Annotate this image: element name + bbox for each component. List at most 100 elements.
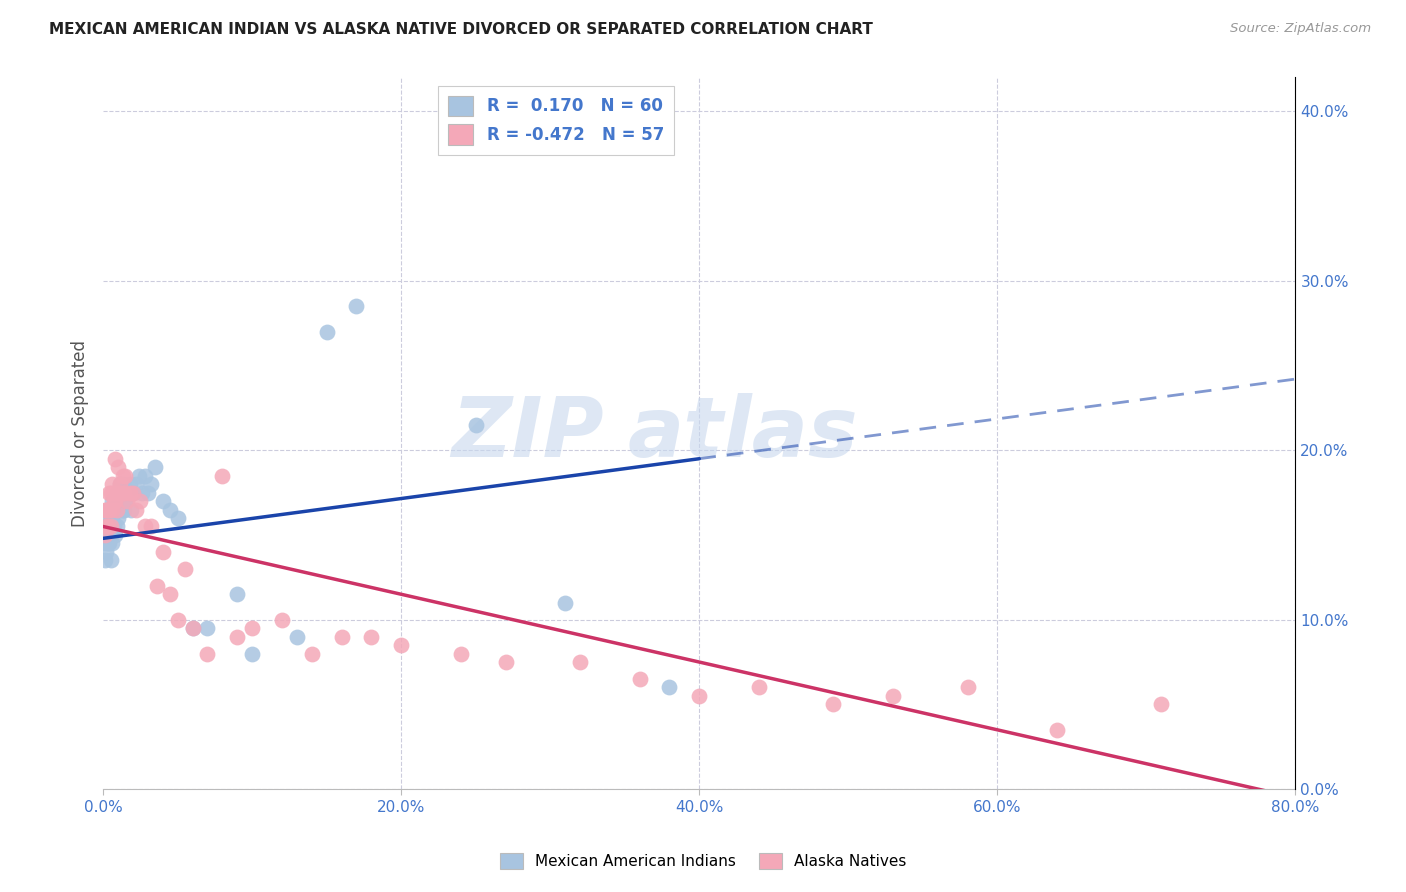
Point xyxy=(360,630,382,644)
Point xyxy=(97,519,120,533)
Point xyxy=(108,502,131,516)
Point xyxy=(139,477,162,491)
Point xyxy=(166,511,188,525)
Point xyxy=(197,621,219,635)
Legend: Mexican American Indians, Alaska Natives: Mexican American Indians, Alaska Natives xyxy=(494,847,912,875)
Point xyxy=(118,485,141,500)
Point xyxy=(174,562,197,576)
Point xyxy=(101,536,124,550)
Point xyxy=(118,477,141,491)
Text: Source: ZipAtlas.com: Source: ZipAtlas.com xyxy=(1230,22,1371,36)
Point xyxy=(882,689,904,703)
Point xyxy=(107,460,129,475)
Point xyxy=(93,502,115,516)
Y-axis label: Divorced or Separated: Divorced or Separated xyxy=(72,340,89,527)
Point xyxy=(97,536,120,550)
Point xyxy=(181,621,204,635)
Point xyxy=(114,468,136,483)
Point xyxy=(100,485,122,500)
Point xyxy=(346,299,368,313)
Point xyxy=(100,519,122,533)
Point xyxy=(120,502,142,516)
Point xyxy=(146,579,169,593)
Point xyxy=(1046,723,1069,737)
Point xyxy=(131,485,153,500)
Point xyxy=(104,494,127,508)
Point xyxy=(107,511,129,525)
Point xyxy=(104,451,127,466)
Point xyxy=(105,519,128,533)
Point xyxy=(823,698,845,712)
Point xyxy=(128,468,150,483)
Point xyxy=(554,596,576,610)
Point xyxy=(152,545,174,559)
Point xyxy=(97,502,120,516)
Point xyxy=(112,502,135,516)
Point xyxy=(285,630,308,644)
Point xyxy=(125,502,148,516)
Point xyxy=(389,638,412,652)
Point xyxy=(94,528,117,542)
Point xyxy=(112,485,135,500)
Point xyxy=(115,494,138,508)
Point xyxy=(110,494,132,508)
Point xyxy=(103,502,125,516)
Point xyxy=(956,681,979,695)
Point xyxy=(658,681,681,695)
Point xyxy=(105,485,128,500)
Point xyxy=(115,485,138,500)
Point xyxy=(136,485,159,500)
Point xyxy=(101,511,124,525)
Point xyxy=(103,519,125,533)
Point xyxy=(107,485,129,500)
Point xyxy=(240,647,263,661)
Text: MEXICAN AMERICAN INDIAN VS ALASKA NATIVE DIVORCED OR SEPARATED CORRELATION CHART: MEXICAN AMERICAN INDIAN VS ALASKA NATIVE… xyxy=(49,22,873,37)
Point xyxy=(98,536,121,550)
Point xyxy=(226,587,249,601)
Point xyxy=(111,468,134,483)
Point xyxy=(122,485,145,500)
Point xyxy=(628,672,651,686)
Point xyxy=(240,621,263,635)
Point xyxy=(271,613,294,627)
Point xyxy=(134,519,156,533)
Point xyxy=(105,502,128,516)
Point xyxy=(159,502,181,516)
Point xyxy=(569,655,592,669)
Point xyxy=(111,477,134,491)
Point xyxy=(114,494,136,508)
Point xyxy=(111,502,134,516)
Point xyxy=(748,681,770,695)
Point xyxy=(108,477,131,491)
Point xyxy=(301,647,323,661)
Point xyxy=(139,519,162,533)
Text: ZIP: ZIP xyxy=(451,392,605,474)
Point xyxy=(104,528,127,542)
Point xyxy=(98,502,121,516)
Point xyxy=(152,494,174,508)
Point xyxy=(101,494,124,508)
Point xyxy=(108,477,131,491)
Point xyxy=(159,587,181,601)
Point xyxy=(94,502,117,516)
Point xyxy=(93,536,115,550)
Point xyxy=(98,485,121,500)
Point xyxy=(97,511,120,525)
Point xyxy=(103,494,125,508)
Text: atlas: atlas xyxy=(627,392,859,474)
Point xyxy=(464,417,486,432)
Point xyxy=(112,494,135,508)
Point xyxy=(330,630,353,644)
Point xyxy=(98,502,121,516)
Point xyxy=(97,519,120,533)
Point xyxy=(450,647,472,661)
Point xyxy=(94,519,117,533)
Point xyxy=(129,494,152,508)
Point xyxy=(94,545,117,559)
Point xyxy=(94,519,117,533)
Point xyxy=(1150,698,1173,712)
Point xyxy=(315,325,337,339)
Point xyxy=(166,613,188,627)
Point xyxy=(100,528,122,542)
Point xyxy=(197,647,219,661)
